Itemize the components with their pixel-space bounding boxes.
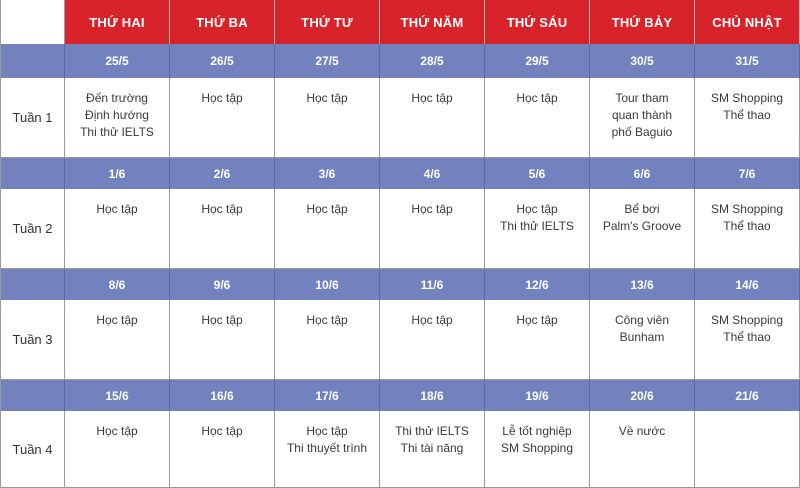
date-cell: 3/6: [275, 158, 380, 189]
activity-cell: Học tập: [65, 411, 170, 488]
date-cell: 16/6: [170, 380, 275, 411]
activity-cell: Về nước: [590, 411, 695, 488]
date-cell: 29/5: [485, 44, 590, 78]
activity-cell: Học tập: [380, 78, 485, 158]
activity-cell: Đến trường Định hướng Thi thử IELTS: [65, 78, 170, 158]
activity-cell: Học tập: [170, 78, 275, 158]
day-header-fri: THỨ SÁU: [485, 0, 590, 44]
activity-cell: SM Shopping Thể thao: [695, 189, 800, 269]
date-cell: 15/6: [65, 380, 170, 411]
day-header-sun: CHỦ NHẬT: [695, 0, 800, 44]
day-header-mon: THỨ HAI: [65, 0, 170, 44]
date-cell: 28/5: [380, 44, 485, 78]
activity-cell: Học tập: [485, 300, 590, 380]
activity-cell: Học tập Thi thử IELTS: [485, 189, 590, 269]
corner-cell: [1, 0, 65, 44]
date-row-spacer: [1, 158, 65, 189]
activity-cell: Học tập: [170, 411, 275, 488]
day-header-wed: THỨ TƯ: [275, 0, 380, 44]
activity-cell: Học tập: [380, 189, 485, 269]
date-cell: 21/6: [695, 380, 800, 411]
date-cell: 1/6: [65, 158, 170, 189]
date-cell: 8/6: [65, 269, 170, 300]
date-cell: 9/6: [170, 269, 275, 300]
date-cell: 12/6: [485, 269, 590, 300]
date-cell: 18/6: [380, 380, 485, 411]
day-header-sat: THỨ BẢY: [590, 0, 695, 44]
activity-cell: Bể bơi Palm's Groove: [590, 189, 695, 269]
activity-cell: Công viên Bunham: [590, 300, 695, 380]
date-cell: 10/6: [275, 269, 380, 300]
activity-cell: Lễ tốt nghiệp SM Shopping: [485, 411, 590, 488]
date-cell: 20/6: [590, 380, 695, 411]
date-cell: 4/6: [380, 158, 485, 189]
activity-cell: Học tập Thi thuyết trình: [275, 411, 380, 488]
date-cell: 27/5: [275, 44, 380, 78]
date-cell: 5/6: [485, 158, 590, 189]
week-label: Tuần 3: [1, 300, 65, 380]
activity-cell: Học tập: [170, 189, 275, 269]
activity-cell: Tour tham quan thành phố Baguio: [590, 78, 695, 158]
date-cell: 17/6: [275, 380, 380, 411]
activity-cell: Học tập: [275, 189, 380, 269]
week-label: Tuần 1: [1, 78, 65, 158]
activity-cell: SM Shopping Thể thao: [695, 300, 800, 380]
date-cell: 11/6: [380, 269, 485, 300]
activity-cell: Học tập: [170, 300, 275, 380]
day-header-tue: THỨ BA: [170, 0, 275, 44]
day-header-thu: THỨ NĂM: [380, 0, 485, 44]
activity-cell: Học tập: [65, 189, 170, 269]
activity-cell: SM Shopping Thể thao: [695, 78, 800, 158]
activity-cell: Thi thử IELTS Thi tài năng: [380, 411, 485, 488]
date-cell: 7/6: [695, 158, 800, 189]
activity-cell: Học tập: [485, 78, 590, 158]
date-cell: 14/6: [695, 269, 800, 300]
date-row-spacer: [1, 380, 65, 411]
week-label: Tuần 4: [1, 411, 65, 488]
date-row-spacer: [1, 44, 65, 78]
activity-cell: Học tập: [275, 300, 380, 380]
date-cell: 6/6: [590, 158, 695, 189]
activity-cell: Học tập: [65, 300, 170, 380]
week-label: Tuần 2: [1, 189, 65, 269]
date-cell: 26/5: [170, 44, 275, 78]
date-cell: 13/6: [590, 269, 695, 300]
date-cell: 19/6: [485, 380, 590, 411]
activity-cell: Học tập: [275, 78, 380, 158]
date-cell: 30/5: [590, 44, 695, 78]
date-row-spacer: [1, 269, 65, 300]
date-cell: 25/5: [65, 44, 170, 78]
activity-cell-empty: [695, 411, 800, 488]
activity-cell: Học tập: [380, 300, 485, 380]
date-cell: 2/6: [170, 158, 275, 189]
date-cell: 31/5: [695, 44, 800, 78]
